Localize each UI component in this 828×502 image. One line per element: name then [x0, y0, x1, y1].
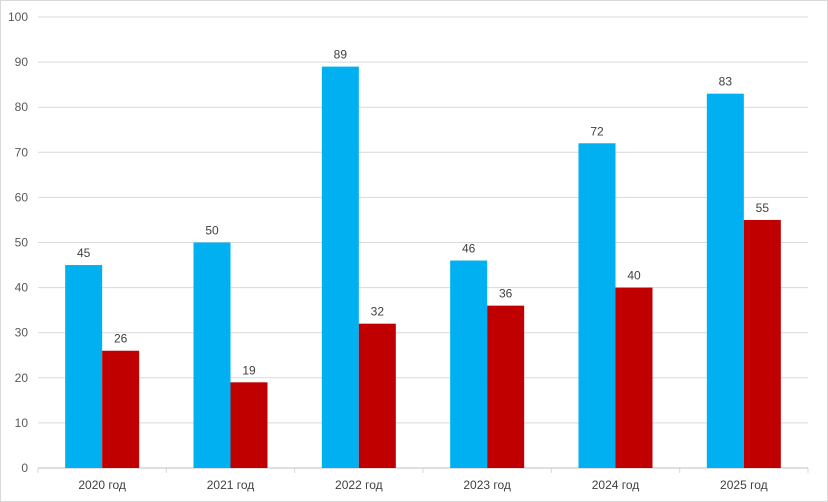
bars — [65, 66, 781, 469]
bar — [102, 350, 140, 468]
x-category-label: 2024 год — [592, 478, 640, 492]
bar — [578, 143, 616, 468]
y-tick-label: 90 — [15, 55, 29, 69]
x-category-label: 2025 год — [720, 478, 768, 492]
y-tick-label: 80 — [15, 100, 29, 114]
data-label: 36 — [499, 287, 513, 301]
y-tick-label: 100 — [8, 10, 28, 24]
bar — [321, 66, 359, 469]
bar — [743, 219, 781, 468]
data-label: 40 — [627, 269, 641, 283]
bar — [230, 382, 268, 468]
data-label: 19 — [242, 363, 256, 377]
x-category-label: 2022 год — [335, 478, 383, 492]
data-label: 83 — [719, 75, 733, 89]
data-label: 89 — [334, 48, 348, 62]
data-label: 55 — [756, 201, 770, 215]
bar — [193, 242, 231, 468]
data-labels: 45 26 50 19 89 32 46 36 72 40 83 55 — [77, 48, 769, 378]
data-label: 72 — [590, 124, 604, 138]
bar — [450, 260, 488, 468]
x-axis-categories: 2020 год 2021 год 2022 год 2023 год 2024 год… — [78, 478, 767, 492]
y-tick-label: 40 — [15, 281, 29, 295]
y-tick-label: 10 — [15, 416, 29, 430]
data-label: 32 — [371, 305, 385, 319]
x-category-label: 2021 год — [207, 478, 255, 492]
data-label: 26 — [114, 332, 128, 346]
y-tick-label: 0 — [21, 461, 28, 475]
x-category-label: 2020 год — [78, 478, 126, 492]
y-tick-label: 30 — [15, 326, 29, 340]
x-category-label: 2023 год — [463, 478, 511, 492]
data-label: 46 — [462, 242, 476, 256]
y-tick-label: 60 — [15, 190, 29, 204]
bar — [487, 305, 525, 468]
bar — [358, 323, 396, 468]
y-tick-label: 20 — [15, 371, 29, 385]
data-label: 45 — [77, 246, 91, 260]
gridlines — [37, 16, 809, 473]
bar — [706, 93, 744, 469]
bar — [65, 265, 103, 468]
y-axis-ticks: 0 10 20 30 40 50 60 70 80 90 100 — [8, 10, 28, 475]
y-tick-label: 70 — [15, 145, 29, 159]
data-label: 50 — [205, 224, 219, 238]
bar — [615, 287, 653, 468]
y-tick-label: 50 — [15, 236, 29, 250]
